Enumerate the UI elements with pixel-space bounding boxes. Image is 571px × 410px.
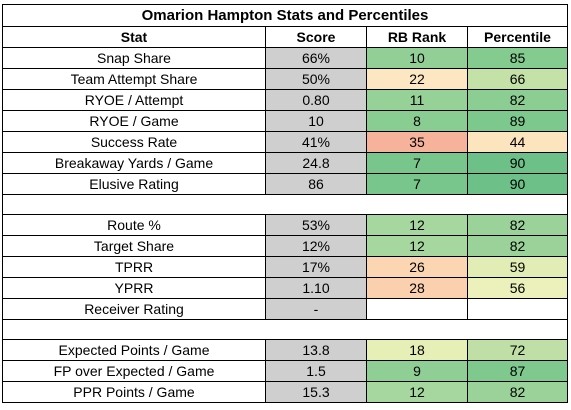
- percentile-cell: 87: [467, 360, 568, 382]
- score-cell: 1.10: [265, 277, 367, 299]
- table-title: Omarion Hampton Stats and Percentiles: [2, 4, 568, 27]
- stat-cell: TPRR: [2, 256, 266, 278]
- score-cell: 41%: [265, 131, 367, 153]
- score-cell: 66%: [265, 47, 367, 69]
- table-row: TPRR 17% 26 59: [2, 256, 568, 278]
- rb-rank-cell: 28: [366, 277, 468, 299]
- table-row: Receiver Rating -: [2, 298, 568, 320]
- score-cell: 0.80: [265, 89, 367, 111]
- percentile-cell: 59: [467, 256, 568, 278]
- score-cell: 1.5: [265, 360, 367, 382]
- stats-table: Omarion Hampton Stats and Percentiles St…: [2, 4, 568, 403]
- stat-cell: Team Attempt Share: [2, 68, 266, 90]
- score-cell: -: [265, 298, 367, 320]
- score-cell: 53%: [265, 214, 367, 236]
- table-row: Success Rate 41% 35 44: [2, 131, 568, 153]
- rb-rank-cell: 12: [366, 214, 468, 236]
- table-row: FP over Expected / Game 1.5 9 87: [2, 360, 568, 382]
- score-cell: 12%: [265, 235, 367, 257]
- rb-rank-cell: 12: [366, 381, 468, 403]
- percentile-cell: 90: [467, 152, 568, 174]
- title-row: Omarion Hampton Stats and Percentiles: [2, 4, 568, 27]
- stat-cell: FP over Expected / Game: [2, 360, 266, 382]
- percentile-cell: 56: [467, 277, 568, 299]
- table-row: Breakaway Yards / Game 24.8 7 90: [2, 152, 568, 174]
- percentile-cell: 90: [467, 173, 568, 195]
- table-row: PPR Points / Game 15.3 12 82: [2, 381, 568, 403]
- table-row: Route % 53% 12 82: [2, 214, 568, 236]
- rb-rank-cell: 9: [366, 360, 468, 382]
- stat-cell: RYOE / Game: [2, 110, 266, 132]
- rb-rank-cell: 10: [366, 47, 468, 69]
- stat-cell: PPR Points / Game: [2, 381, 266, 403]
- percentile-cell: 44: [467, 131, 568, 153]
- stat-cell: Expected Points / Game: [2, 339, 266, 361]
- percentile-cell: 82: [467, 214, 568, 236]
- stat-cell: Snap Share: [2, 47, 266, 69]
- rb-rank-cell: 7: [366, 173, 468, 195]
- table-row: Elusive Rating 86 7 90: [2, 173, 568, 195]
- percentile-cell: [467, 298, 568, 320]
- percentile-cell: 66: [467, 68, 568, 90]
- header-row: Stat Score RB Rank Percentile: [2, 26, 568, 48]
- rb-rank-cell: 7: [366, 152, 468, 174]
- rb-rank-cell: 22: [366, 68, 468, 90]
- stat-cell: Elusive Rating: [2, 173, 266, 195]
- rb-rank-cell: 11: [366, 89, 468, 111]
- rb-rank-cell: 18: [366, 339, 468, 361]
- percentile-cell: 82: [467, 381, 568, 403]
- stat-cell: Target Share: [2, 235, 266, 257]
- header-score: Score: [265, 26, 367, 48]
- header-rb-rank: RB Rank: [366, 26, 468, 48]
- stat-cell: Route %: [2, 214, 266, 236]
- header-percentile: Percentile: [467, 26, 568, 48]
- rb-rank-cell: 26: [366, 256, 468, 278]
- score-cell: 10: [265, 110, 367, 132]
- percentile-cell: 89: [467, 110, 568, 132]
- stat-cell: Breakaway Yards / Game: [2, 152, 266, 174]
- percentile-cell: 72: [467, 339, 568, 361]
- score-cell: 15.3: [265, 381, 367, 403]
- percentile-cell: 82: [467, 235, 568, 257]
- stat-cell: RYOE / Attempt: [2, 89, 266, 111]
- table-row: Snap Share 66% 10 85: [2, 47, 568, 69]
- table-row: Team Attempt Share 50% 22 66: [2, 68, 568, 90]
- table-row: RYOE / Attempt 0.80 11 82: [2, 89, 568, 111]
- stat-cell: YPRR: [2, 277, 266, 299]
- score-cell: 50%: [265, 68, 367, 90]
- section-spacer: [2, 319, 568, 340]
- table-row: Target Share 12% 12 82: [2, 235, 568, 257]
- percentile-cell: 85: [467, 47, 568, 69]
- stat-cell: Receiver Rating: [2, 298, 266, 320]
- rb-rank-cell: 12: [366, 235, 468, 257]
- percentile-cell: 82: [467, 89, 568, 111]
- stat-cell: Success Rate: [2, 131, 266, 153]
- rb-rank-cell: 35: [366, 131, 468, 153]
- score-cell: 17%: [265, 256, 367, 278]
- table-row: RYOE / Game 10 8 89: [2, 110, 568, 132]
- score-cell: 86: [265, 173, 367, 195]
- rb-rank-cell: 8: [366, 110, 468, 132]
- score-cell: 24.8: [265, 152, 367, 174]
- score-cell: 13.8: [265, 339, 367, 361]
- table-row: YPRR 1.10 28 56: [2, 277, 568, 299]
- table-row: Expected Points / Game 13.8 18 72: [2, 339, 568, 361]
- rb-rank-cell: [366, 298, 468, 320]
- header-stat: Stat: [2, 26, 266, 48]
- spacer-cell: [2, 194, 568, 215]
- spacer-cell: [2, 319, 568, 340]
- section-spacer: [2, 194, 568, 215]
